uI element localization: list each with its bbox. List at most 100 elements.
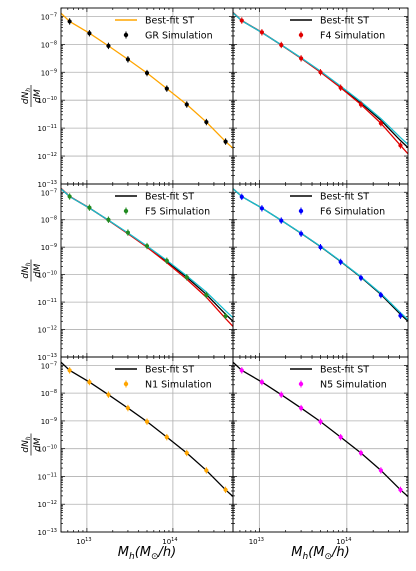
legend-label: F5 Simulation <box>145 207 210 218</box>
marker <box>106 392 111 397</box>
data-point <box>398 142 403 149</box>
legend-label: F6 Simulation <box>320 207 385 218</box>
marker <box>87 205 92 210</box>
y-tick-label: 10−13 <box>38 528 57 537</box>
data-point <box>318 69 323 76</box>
data-point <box>279 217 284 224</box>
data-point <box>125 229 131 236</box>
marker <box>338 85 343 90</box>
legend-marker-swatch <box>123 32 129 38</box>
legend: Best-fit ST N5 Simulation <box>290 365 387 391</box>
data-point <box>204 118 209 126</box>
marker <box>87 31 92 36</box>
data-point <box>67 18 72 25</box>
marker <box>378 468 383 473</box>
marker <box>164 86 169 91</box>
data-point <box>87 378 92 386</box>
legend-item: F6 Simulation <box>298 207 385 218</box>
data-point <box>239 193 244 201</box>
data-point <box>106 216 111 223</box>
marker <box>67 194 72 199</box>
legend-item: F5 Simulation <box>123 207 210 218</box>
marker <box>378 121 383 126</box>
marker <box>398 313 403 318</box>
marker <box>106 217 111 222</box>
marker <box>164 435 169 440</box>
data-point <box>239 367 244 374</box>
legend-item: Best-fit ST <box>290 192 369 203</box>
marker <box>358 275 364 281</box>
y-tick-label: 10−9 <box>41 417 57 426</box>
panel-gr: 10−13 10−12 10−11 10−10 10−9 10−8 10−7 dNh dM Bes… <box>21 7 234 189</box>
marker <box>239 194 244 199</box>
data-point <box>164 85 169 92</box>
marker <box>378 292 383 298</box>
y-tick-label: 10−10 <box>38 445 57 454</box>
data-point <box>378 291 383 299</box>
data-point <box>223 312 228 320</box>
marker <box>239 18 244 23</box>
y-tick-label: 10−10 <box>38 271 57 280</box>
data-point <box>398 312 403 319</box>
plot-area <box>233 188 408 322</box>
data-point <box>125 56 131 63</box>
panel-f4: Best-fit ST F4 Simulation <box>232 7 409 185</box>
y-tick-label: 10−9 <box>41 243 57 252</box>
y-tick-label: 10−13 <box>38 180 57 189</box>
y-tick-label: 10−8 <box>41 40 57 49</box>
y-axis-label-numerator: dNh <box>21 262 32 278</box>
marker <box>239 368 244 373</box>
data-point <box>259 29 265 36</box>
data-point <box>144 242 150 250</box>
x-tick-label: 1013 <box>76 537 91 546</box>
marker <box>223 139 228 144</box>
data-point <box>67 193 72 200</box>
data-point <box>223 486 228 494</box>
plot-area <box>61 12 233 149</box>
y-axis-label-denominator: dM <box>33 438 43 452</box>
marker <box>164 258 169 263</box>
y-tick-label: 10−8 <box>41 216 57 225</box>
legend-item: N1 Simulation <box>123 380 212 391</box>
data-point <box>164 433 169 441</box>
data-point <box>164 257 169 264</box>
marker <box>184 450 189 456</box>
plot-area <box>233 361 408 497</box>
legend-marker-swatch <box>298 381 304 387</box>
data-point <box>259 205 265 212</box>
legend-item: GR Simulation <box>123 31 213 42</box>
data-point <box>67 367 72 374</box>
legend-label: Best-fit ST <box>145 365 194 376</box>
y-tick-label: 10−7 <box>41 188 57 197</box>
y-tick-label: 10−7 <box>41 12 57 21</box>
x-tick-label: 1013 <box>249 537 264 546</box>
data-point <box>106 391 111 398</box>
plot-area <box>61 187 233 327</box>
legend: Best-fit ST N1 Simulation <box>115 365 212 391</box>
marker <box>125 57 131 62</box>
y-tick-label: 10−11 <box>38 124 57 133</box>
legend-label: Best-fit ST <box>320 365 369 376</box>
legend-label: F4 Simulation <box>320 31 385 42</box>
data-point <box>184 101 189 108</box>
legend-label: Best-fit ST <box>145 192 194 203</box>
legend-label: Best-fit ST <box>320 16 369 27</box>
legend: Best-fit ST F5 Simulation <box>115 192 210 218</box>
data-point <box>259 378 265 386</box>
axes-frame <box>232 356 409 533</box>
data-point <box>318 243 323 251</box>
data-point <box>125 404 131 412</box>
data-point <box>184 449 189 457</box>
panel-f6: Best-fit ST F6 Simulation <box>232 183 409 358</box>
marker <box>184 275 189 280</box>
data-point <box>338 258 343 266</box>
data-point <box>106 42 111 50</box>
marker <box>279 218 284 223</box>
marker <box>259 30 265 35</box>
data-point <box>378 467 383 474</box>
marker <box>67 368 72 373</box>
marker <box>204 119 209 125</box>
data-point <box>298 230 304 237</box>
